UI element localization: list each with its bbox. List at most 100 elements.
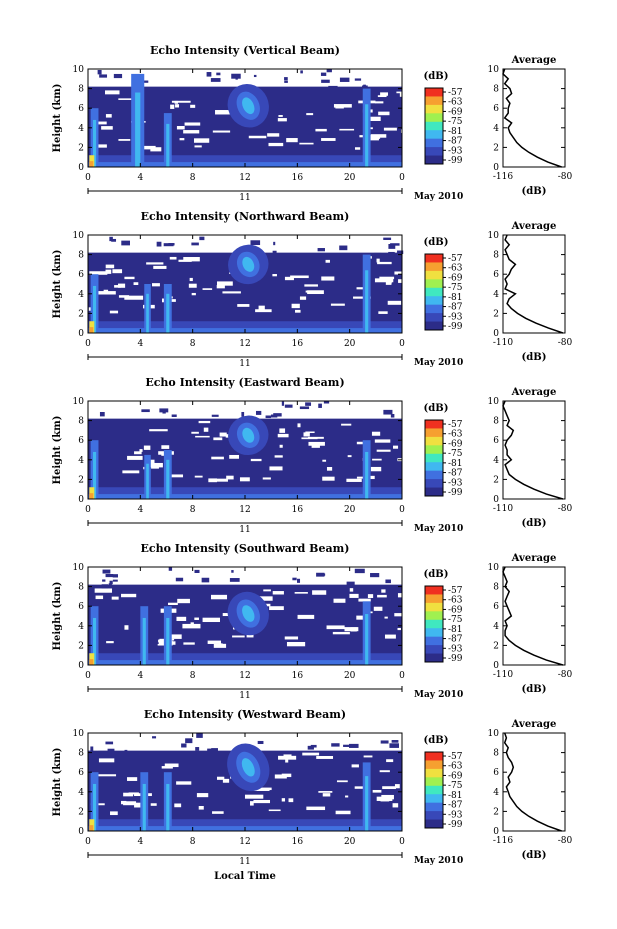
echo-column-core — [142, 783, 146, 831]
avg-y-tick-label: 6 — [493, 436, 499, 446]
date-label: May 2010 — [414, 524, 463, 534]
echo-gap — [394, 613, 404, 617]
x-tick-label: 12 — [239, 505, 250, 515]
colorbar-tick-label: -75 — [448, 449, 463, 459]
x-tick-label: 8 — [190, 505, 196, 515]
echo-patch — [300, 70, 303, 74]
colorbar-swatch — [425, 262, 443, 272]
echo-patch — [107, 748, 115, 753]
echo-layer — [88, 819, 402, 831]
colorbar-tick-label: -57 — [448, 88, 463, 98]
echo-patch — [320, 72, 327, 76]
colorbar-tick-label: -93 — [448, 644, 463, 654]
echo-gap — [322, 793, 331, 797]
average-title: Average — [511, 387, 557, 398]
echo-gap — [244, 794, 264, 799]
average-xlabel: (dB) — [522, 850, 547, 861]
echo-patch — [292, 577, 297, 581]
echo-gap — [112, 269, 123, 274]
echo-gap — [161, 766, 173, 769]
echo-patch — [349, 743, 359, 748]
echo-patch — [288, 87, 291, 91]
average-xlabel: (dB) — [522, 518, 547, 529]
echo-patch — [231, 570, 234, 573]
echo-patch — [354, 78, 362, 81]
echo-patch — [316, 572, 325, 577]
echo-patch — [181, 743, 187, 748]
colorbar-swatch — [425, 636, 443, 646]
x-tick-label: 16 — [292, 339, 304, 349]
echo-gap — [305, 431, 315, 434]
colorbar-tick-label: -57 — [448, 752, 463, 762]
avg-x-tick-label: -80 — [558, 836, 573, 846]
echo-gap — [288, 798, 294, 803]
colorbar-unit: (dB) — [424, 71, 449, 82]
avg-y-tick-label: 10 — [488, 231, 500, 241]
echo-gap — [335, 810, 351, 815]
echo-patch — [124, 87, 129, 92]
echo-patch — [99, 74, 108, 78]
echo-gap — [164, 763, 179, 768]
echo-patch — [200, 254, 208, 259]
echo-gap — [257, 787, 272, 791]
echo-gap — [304, 284, 318, 287]
echo-gap — [237, 304, 250, 307]
echo-gap — [215, 478, 228, 482]
echo-gap — [326, 467, 333, 471]
colorbar-tick-label: -57 — [448, 586, 463, 596]
avg-y-tick-label: 0 — [493, 827, 499, 837]
echo-gap — [330, 303, 345, 306]
echo-patch — [168, 567, 173, 571]
echo-gap — [190, 622, 194, 627]
y-tick-label: 4 — [78, 788, 84, 798]
average-xlabel: (dB) — [522, 352, 547, 363]
colorbar-swatch — [425, 811, 443, 821]
echo-gap — [294, 592, 308, 594]
y-tick-label: 4 — [78, 456, 84, 466]
panel-title: Echo Intensity (Westward Beam) — [144, 708, 346, 721]
echo-gap — [353, 296, 371, 299]
echo-patch — [112, 574, 118, 578]
echo-patch — [381, 419, 392, 424]
echo-gap — [333, 598, 346, 603]
echo-gap — [110, 811, 118, 816]
colorbar-swatch — [425, 428, 443, 438]
echo-patch — [195, 747, 200, 751]
echo-gap — [179, 138, 185, 141]
echo-gap — [194, 145, 202, 148]
echo-gap — [332, 631, 350, 635]
avg-y-tick-label: 10 — [488, 65, 500, 75]
y-tick-label: 8 — [78, 85, 84, 95]
echo-patch — [388, 251, 395, 256]
avg-y-tick-label: 6 — [493, 768, 499, 778]
echo-gap — [279, 428, 286, 433]
x-tick-label: 4 — [137, 671, 143, 681]
echo-patch — [194, 569, 200, 573]
date-label: May 2010 — [414, 192, 463, 202]
colorbar-unit: (dB) — [424, 403, 449, 414]
echo-gap — [134, 803, 142, 808]
echo-patch — [284, 77, 288, 81]
echo-gap — [263, 589, 271, 592]
echo-gap — [374, 278, 394, 283]
x-tick-label: 16 — [292, 837, 304, 847]
avg-x-tick-label: -116 — [493, 172, 513, 182]
x-tick-label: 0 — [399, 173, 405, 183]
echo-gap — [370, 466, 382, 472]
echo-gap — [219, 432, 227, 437]
colorbar-tick-label: -99 — [448, 322, 463, 332]
echo-patch — [257, 740, 264, 745]
avg-x-tick-label: -110 — [493, 670, 513, 680]
echo-gap — [302, 752, 320, 756]
echo-gap — [351, 764, 359, 768]
echo-gap — [277, 118, 287, 122]
colorbar-swatch — [425, 279, 443, 289]
echo-gap — [278, 115, 283, 117]
echo-gap — [272, 274, 277, 277]
echo-gap — [269, 606, 284, 611]
echo-patch — [284, 80, 288, 83]
colorbar-swatch — [425, 420, 443, 429]
echo-gap — [281, 773, 292, 778]
average-xlabel: (dB) — [522, 186, 547, 197]
echo-patch — [171, 414, 177, 417]
